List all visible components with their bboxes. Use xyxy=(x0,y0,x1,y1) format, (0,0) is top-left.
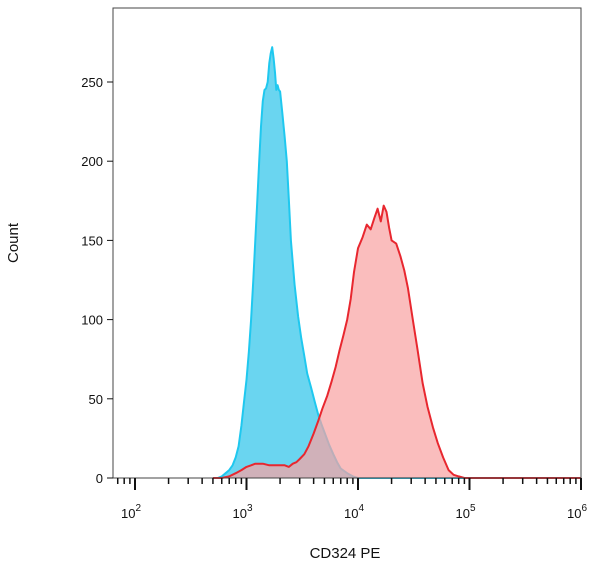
y-tick-label: 50 xyxy=(89,392,103,407)
series-1-area xyxy=(212,47,581,478)
x-tick-label: 106 xyxy=(567,503,587,521)
x-axis-ticks: 102 103 104 105 106 xyxy=(116,478,587,521)
y-axis-ticks: 0 50 100 150 200 250 xyxy=(81,75,113,486)
y-tick-label: 0 xyxy=(96,471,103,486)
series-layer xyxy=(212,46,581,479)
series-2-line xyxy=(212,204,581,479)
y-tick-label: 150 xyxy=(81,233,103,248)
x-axis-title: CD324 PE xyxy=(310,545,381,562)
y-tick-label: 200 xyxy=(81,154,103,169)
y-tick-label: 100 xyxy=(81,313,103,328)
y-axis-title: Count xyxy=(5,222,22,263)
x-tick-label: 104 xyxy=(344,503,364,521)
x-tick-label: 102 xyxy=(121,503,141,521)
series-2-area xyxy=(212,205,581,478)
y-tick-label: 250 xyxy=(81,75,103,90)
x-tick-label: 105 xyxy=(455,503,475,521)
x-tick-label: 103 xyxy=(232,503,252,521)
